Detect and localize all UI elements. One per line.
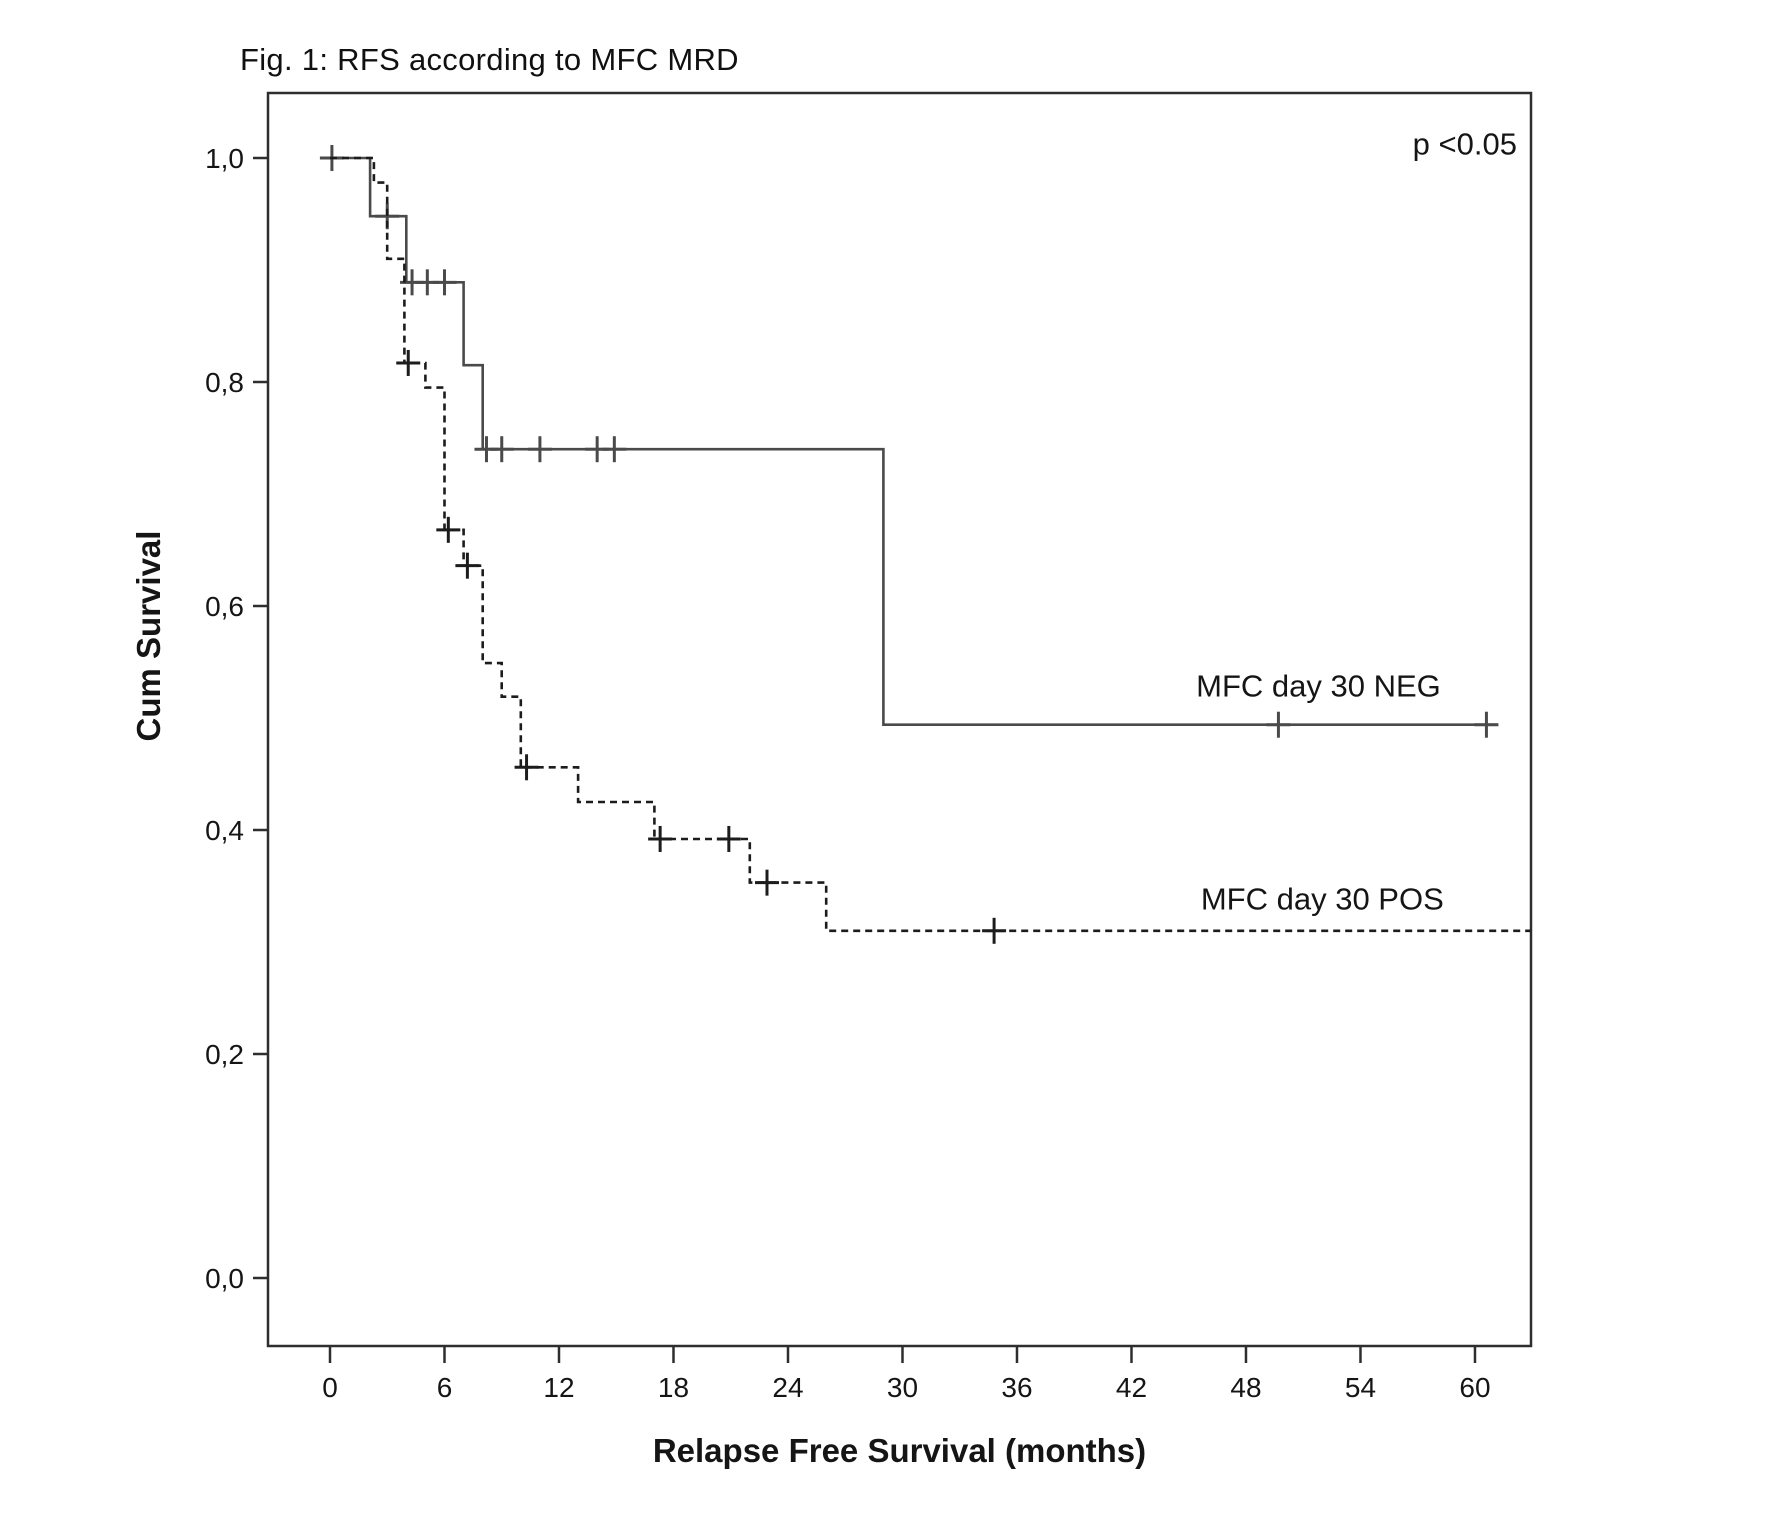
x-tick-label: 12 xyxy=(543,1372,574,1403)
pos-survival-curve xyxy=(330,156,1531,933)
pos-curve-label: MFC day 30 POS xyxy=(1201,882,1444,917)
censor-mark xyxy=(1474,711,1499,738)
x-tick-label: 30 xyxy=(887,1372,918,1403)
x-tick-label: 0 xyxy=(322,1372,338,1403)
censor-mark xyxy=(514,754,539,781)
censor-mark xyxy=(602,436,627,463)
p-value-annotation: p <0.05 xyxy=(1413,127,1517,162)
censor-mark xyxy=(982,917,1007,944)
x-tick-label: 18 xyxy=(658,1372,689,1403)
y-tick-label: 0,6 xyxy=(205,591,244,622)
plot-border xyxy=(266,91,1533,1348)
x-tick-label: 48 xyxy=(1230,1372,1261,1403)
y-axis: 1,0 0,8 0,6 0,4 0,2 0,0 xyxy=(205,143,268,1294)
x-tick-label: 36 xyxy=(1001,1372,1032,1403)
y-tick-label: 0,4 xyxy=(205,815,244,846)
censor-mark xyxy=(527,436,552,463)
censor-mark xyxy=(1266,711,1291,738)
x-tick-label: 60 xyxy=(1459,1372,1490,1403)
x-tick-label: 42 xyxy=(1116,1372,1147,1403)
censor-mark xyxy=(648,825,673,852)
x-tick-label: 6 xyxy=(437,1372,453,1403)
censor-mark xyxy=(432,269,457,296)
x-tick-label: 24 xyxy=(772,1372,803,1403)
censor-mark xyxy=(755,869,780,896)
censor-mark xyxy=(396,349,421,376)
y-axis-title: Cum Survival xyxy=(130,531,167,742)
x-tick-label: 54 xyxy=(1345,1372,1376,1403)
x-axis: 0 6 12 18 24 30 36 42 48 54 60 xyxy=(322,1346,1491,1403)
censor-mark xyxy=(436,516,461,543)
series-pos: MFC day 30 POS xyxy=(330,156,1531,944)
censor-mark xyxy=(716,825,741,852)
series-neg: MFC day 30 NEG xyxy=(319,145,1499,738)
y-tick-label: 0,0 xyxy=(205,1263,244,1294)
figure-title: Fig. 1: RFS according to MFC MRD xyxy=(240,42,739,77)
censor-mark xyxy=(455,552,480,579)
neg-curve-label: MFC day 30 NEG xyxy=(1196,669,1441,704)
y-tick-label: 0,8 xyxy=(205,367,244,398)
y-tick-label: 1,0 xyxy=(205,143,244,174)
y-tick-label: 0,2 xyxy=(205,1039,244,1070)
censor-mark xyxy=(489,436,514,463)
x-axis-title: Relapse Free Survival (months) xyxy=(653,1432,1146,1469)
neg-survival-curve xyxy=(330,156,1498,726)
